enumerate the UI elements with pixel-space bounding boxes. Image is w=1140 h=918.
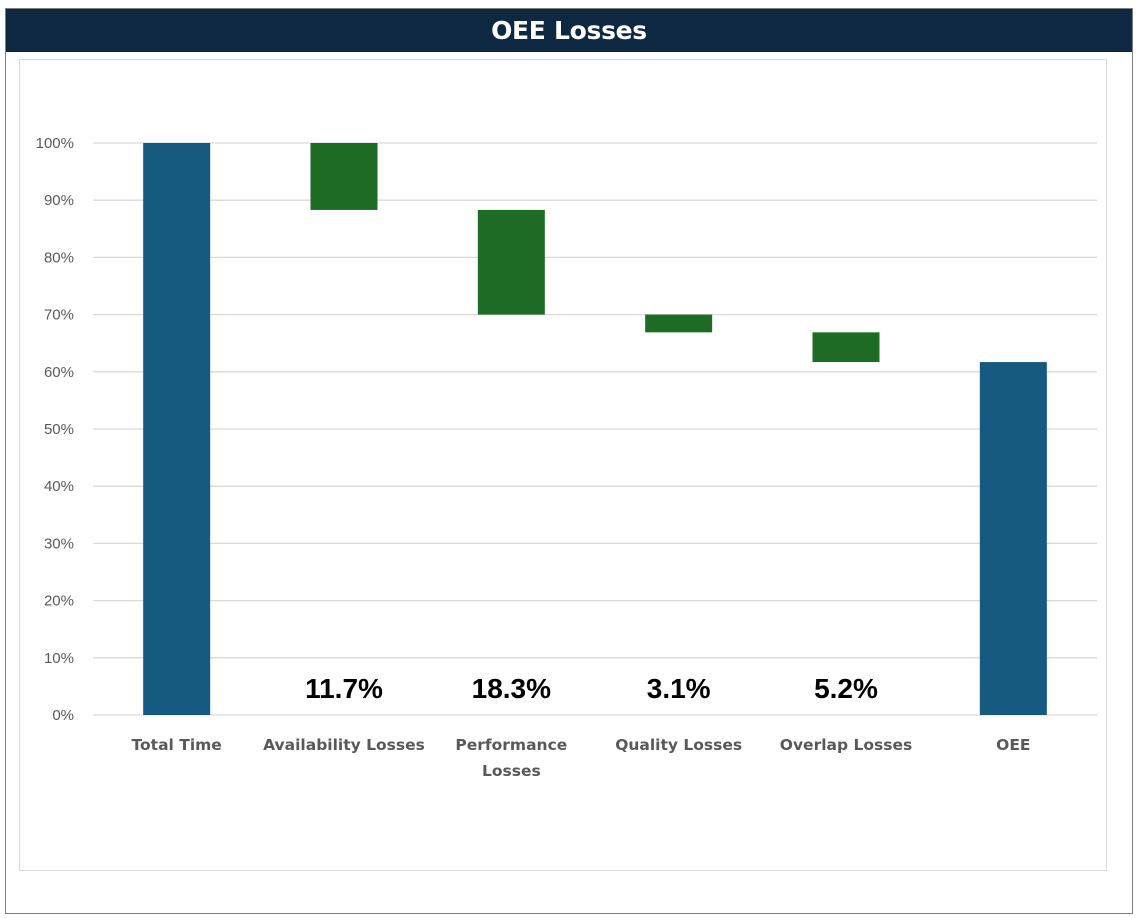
y-tick-label: 0% <box>52 707 74 724</box>
total-bar <box>143 143 211 715</box>
y-tick-label: 60% <box>44 364 74 381</box>
y-tick-label: 50% <box>44 421 74 438</box>
category-label: Quality Losses <box>615 736 742 754</box>
category-label: Overlap Losses <box>780 736 912 754</box>
chart-title: OEE Losses <box>491 16 647 45</box>
y-tick-label: 80% <box>44 249 74 266</box>
loss-bar <box>310 143 378 210</box>
data-label: 11.7% <box>305 673 383 704</box>
title-bar: OEE Losses <box>6 9 1132 52</box>
category-label: Availability Losses <box>263 736 425 754</box>
y-tick-label: 90% <box>44 192 74 209</box>
loss-bar <box>477 209 545 315</box>
y-tick-label: 40% <box>44 478 74 495</box>
data-label: 5.2% <box>814 673 878 704</box>
y-tick-label: 30% <box>44 535 74 552</box>
category-label: Losses <box>482 762 541 780</box>
y-tick-label: 10% <box>44 650 74 667</box>
loss-bar <box>812 332 880 363</box>
data-label: 3.1% <box>647 673 711 704</box>
y-tick-label: 70% <box>44 307 74 324</box>
category-label: OEE <box>996 736 1030 754</box>
total-bar <box>979 362 1047 715</box>
y-tick-label: 20% <box>44 593 74 610</box>
data-label: 18.3% <box>472 673 551 704</box>
loss-bar <box>645 314 713 333</box>
y-tick-label: 100% <box>36 135 74 152</box>
category-label: Total Time <box>132 736 222 754</box>
category-label: Performance <box>455 736 567 754</box>
